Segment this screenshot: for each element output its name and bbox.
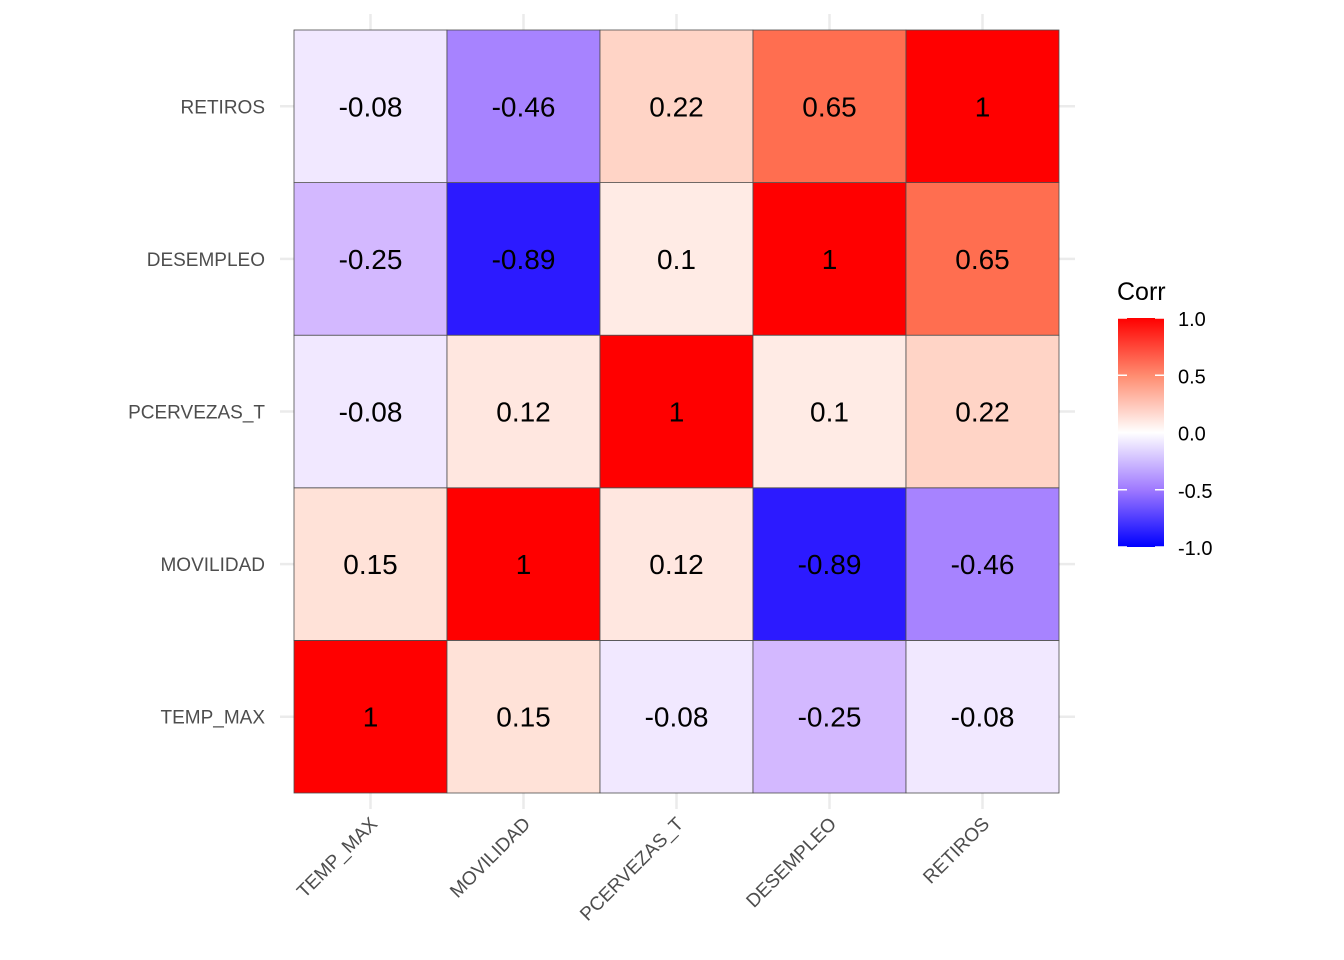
legend-tick-label: -0.5	[1178, 481, 1212, 503]
y-tick-label: DESEMPLEO	[147, 250, 265, 271]
heatmap-cell	[905, 640, 1060, 794]
heatmap-cell	[446, 334, 601, 489]
heatmap-cell	[905, 487, 1060, 641]
legend-tick-label: -1.0	[1178, 538, 1212, 560]
cell-value-label: -0.46	[951, 549, 1015, 580]
cell-value-label: 0.65	[955, 244, 1010, 275]
heatmap-cell	[752, 182, 907, 336]
cell-value-label: -0.08	[339, 397, 403, 428]
y-axis-tick-labels: TEMP_MAX MOVILIDAD PCERVEZAS_T DESEMPLEO RET…	[128, 97, 265, 728]
cell-value-label: -0.25	[798, 702, 862, 733]
cell-value-label: 0.15	[496, 702, 551, 733]
heatmap-cell	[446, 640, 601, 794]
cell-value-label: -0.08	[339, 91, 403, 122]
heatmap-cell	[446, 182, 601, 336]
cell-value-label: 1	[822, 244, 838, 275]
cell-value-label: 0.15	[343, 549, 398, 580]
heatmap-cell	[446, 487, 601, 641]
cell-value-label: -0.08	[951, 702, 1015, 733]
x-tick-label: TEMP_MAX	[293, 813, 382, 902]
heatmap-cell-labels: 1 0.15 -0.08 -0.25 -0.08 0.15 1 0.12 -0.89 -0.46 -…	[339, 91, 1015, 732]
cell-value-label: 0.1	[810, 397, 849, 428]
y-tick-label: TEMP_MAX	[160, 708, 265, 729]
cell-value-label: 1	[669, 397, 685, 428]
cell-value-label: -0.89	[798, 549, 862, 580]
legend-tick-label: 1.0	[1178, 309, 1206, 331]
legend-title: Corr	[1117, 278, 1166, 306]
heatmap-cell	[446, 29, 601, 184]
cell-value-label: 1	[975, 91, 991, 122]
x-tick-label: MOVILIDAD	[446, 814, 535, 903]
cell-value-label: -0.46	[492, 91, 556, 122]
x-tick-label: RETIROS	[919, 814, 994, 889]
heatmap-cells	[293, 29, 1060, 794]
color-legend: Corr 1.0 0.5 0.0 -0.5 -1.0	[1117, 278, 1212, 560]
x-tick-label: DESEMPLEO	[743, 814, 841, 912]
heatmap-cell	[293, 29, 448, 184]
heatmap-cell	[752, 487, 907, 641]
legend-ticks: 1.0 0.5 0.0 -0.5 -1.0	[1118, 309, 1212, 560]
cell-value-label: 0.22	[955, 397, 1010, 428]
heatmap-cell	[599, 182, 754, 336]
heatmap-cell	[752, 29, 907, 184]
legend-tick-label: 0.5	[1178, 366, 1206, 388]
heatmap-cell	[599, 640, 754, 794]
cell-value-label: 0.22	[649, 91, 704, 122]
heatmap-cell	[599, 29, 754, 184]
y-tick-label: PCERVEZAS_T	[128, 403, 265, 424]
cell-value-label: -0.25	[339, 244, 403, 275]
cell-value-label: -0.08	[645, 702, 709, 733]
cell-value-label: 0.12	[496, 397, 551, 428]
cell-value-label: 0.1	[657, 244, 696, 275]
x-axis-tick-labels: TEMP_MAX MOVILIDAD PCERVEZAS_T DESEMPLEO RET…	[293, 813, 994, 925]
heatmap-cell	[752, 640, 907, 794]
y-tick-label: MOVILIDAD	[160, 555, 265, 576]
legend-tick-label: 0.0	[1178, 424, 1206, 446]
heatmap-cell	[293, 334, 448, 489]
cell-value-label: -0.89	[492, 244, 556, 275]
heatmap-cell	[905, 29, 1060, 184]
cell-value-label: 1	[363, 702, 379, 733]
heatmap-cell	[293, 487, 448, 641]
y-tick-label: RETIROS	[181, 97, 265, 118]
cell-value-label: 0.65	[802, 91, 857, 122]
cell-value-label: 1	[516, 549, 532, 580]
heatmap-cell	[293, 182, 448, 336]
heatmap-cell	[599, 334, 754, 489]
heatmap-cell	[905, 182, 1060, 336]
x-tick-label: PCERVEZAS_T	[576, 813, 688, 925]
heatmap-cell	[599, 487, 754, 641]
cell-value-label: 0.12	[649, 549, 704, 580]
